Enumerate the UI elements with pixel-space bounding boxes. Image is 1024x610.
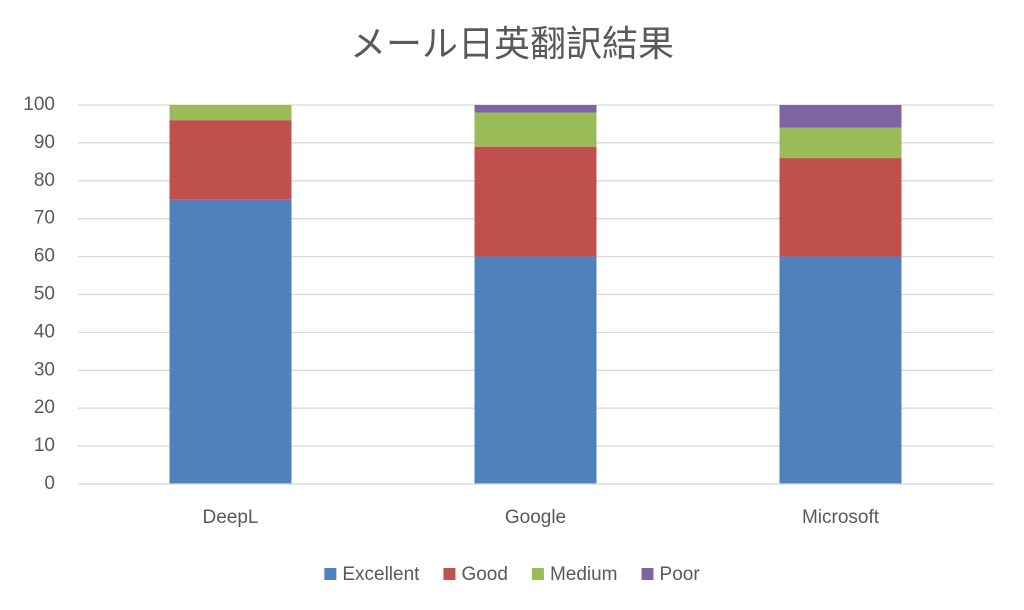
legend-swatch [324,568,337,580]
y-tick-label: 60 [34,246,55,267]
legend-label: Poor [660,564,701,585]
bar-segment [779,158,902,257]
bar-segment [474,112,597,147]
y-tick-label: 40 [34,321,55,342]
x-tick-label: Microsoft [802,507,880,528]
y-tick-label: 50 [34,284,55,305]
bar-segment [779,256,902,484]
bar-segment [169,199,292,484]
bar-segment [779,105,902,128]
legend-swatch [641,568,654,580]
x-tick-label: DeepL [203,507,259,528]
bar-segment [169,120,292,200]
bar-segment [474,256,597,484]
legend-label: Good [461,564,507,585]
y-tick-label: 80 [34,170,55,191]
bar-segment [474,146,597,257]
legend-swatch [443,568,456,580]
y-tick-label: 0 [44,473,55,494]
bar-segment [474,105,597,113]
y-tick-label: 10 [34,435,55,456]
legend-swatch [531,568,544,580]
bar-segment [169,105,292,121]
y-tick-label: 70 [34,208,55,229]
legend-label: Excellent [342,564,420,585]
y-tick-label: 30 [34,359,55,380]
y-tick-label: 20 [34,397,55,418]
chart-title: メール日英翻訳結果 [350,24,674,65]
y-tick-label: 90 [34,132,55,153]
bar-segment [779,127,902,159]
legend-label: Medium [550,564,618,585]
y-tick-label: 100 [23,94,55,115]
x-tick-label: Google [505,507,566,528]
